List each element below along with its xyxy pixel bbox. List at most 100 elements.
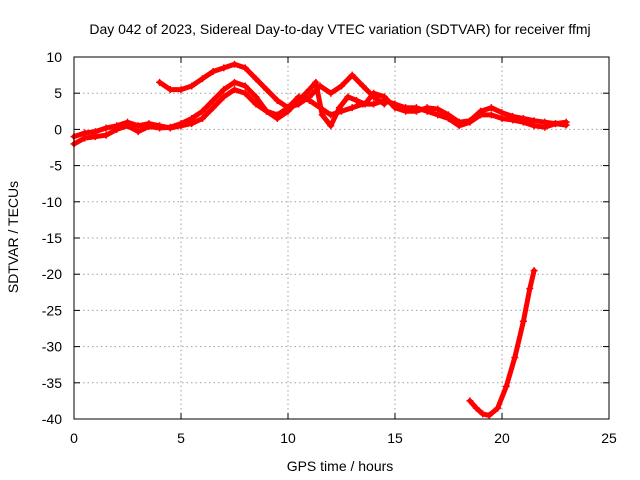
series-track-b-point: [231, 86, 238, 94]
series-track-a-point: [220, 86, 228, 94]
y-tick-label: -20: [42, 266, 62, 282]
series-evening-arc-point: [231, 60, 238, 68]
series-track-b-point: [348, 104, 356, 112]
series-evening-arc-point: [284, 104, 292, 112]
series-track-a-point: [252, 93, 260, 101]
series-track-a-point: [198, 107, 206, 115]
x-tick-label: 25: [601, 430, 617, 446]
series-evening-arc-point: [156, 78, 164, 86]
x-tick-label: 15: [387, 430, 403, 446]
series-steep-segment-point: [519, 317, 527, 325]
series-track-b-point: [519, 118, 527, 126]
series-steep-segment-point: [472, 404, 480, 412]
series-track-b-point: [530, 122, 538, 130]
series-track-a-point: [231, 78, 238, 86]
series-steep-segment-point: [530, 267, 538, 275]
series-steep-segment-point: [494, 404, 502, 412]
y-tick-label: -30: [42, 339, 62, 355]
series-steep-segment-point: [466, 397, 474, 405]
series-steep-segment-point: [502, 382, 510, 390]
series-track-b-point: [209, 104, 217, 112]
series-steep-segment-point: [526, 285, 534, 293]
x-axis-label: GPS time / hours: [287, 458, 394, 474]
series-evening-arc-point: [263, 86, 271, 94]
y-tick-label: -25: [42, 302, 62, 318]
series-track-b-point: [562, 121, 570, 129]
series-track-b-point: [412, 104, 420, 112]
series-track-b-point: [241, 89, 249, 97]
series-track-a-point: [209, 96, 217, 104]
series-track-b-point: [156, 122, 164, 130]
series-track-b-point: [455, 122, 463, 130]
series-track-a-point: [487, 104, 495, 112]
series-track-a-point: [312, 78, 320, 86]
series-evening-arc-point: [198, 75, 206, 83]
series-evening-arc-point: [295, 100, 303, 108]
x-tick-label: 20: [494, 430, 510, 446]
y-tick-label: 10: [46, 49, 62, 65]
series-track-b-point: [316, 104, 324, 112]
series-evening-arc-point: [338, 82, 345, 90]
series-evening-arc-point: [348, 71, 356, 79]
series-track-b-point: [134, 122, 142, 130]
series-track-b-point: [220, 93, 228, 101]
axis-ticks: 0 5 10 15 20 25 -40 -35 -30 -25 -20 -15 -10 -5 0 5 10: [42, 49, 617, 446]
series-track-a-point: [318, 111, 326, 119]
series-track-b-point: [359, 100, 367, 108]
series-track-b-point: [166, 124, 174, 132]
x-tick-label: 0: [70, 430, 78, 446]
y-tick-label: 5: [54, 85, 62, 101]
series-track-b-point: [434, 111, 442, 119]
series-evening-arc-point: [209, 67, 217, 75]
series-evening-arc-point: [188, 82, 196, 90]
series-evening-arc-point: [177, 86, 185, 94]
series-evening-arc-point: [327, 89, 335, 97]
series-track-b-point: [263, 107, 271, 115]
series-track-b-point: [295, 93, 303, 101]
series-track-b-point: [188, 120, 196, 128]
series-track-b-point: [273, 111, 281, 119]
series-track-b-point: [487, 111, 495, 119]
series-steep-segment-point: [485, 411, 493, 419]
series-track-a-point: [327, 122, 335, 130]
series-track-a-point: [241, 82, 249, 90]
series-track-b-point: [113, 122, 121, 130]
x-tick-label: 5: [177, 430, 185, 446]
series-track-b-point: [477, 111, 485, 119]
series-track-b-point: [445, 115, 452, 123]
chart-title: Day 042 of 2023, Sidereal Day-to-day VTE…: [89, 21, 590, 37]
series-evening-arc-point: [316, 82, 324, 90]
y-tick-label: -15: [42, 230, 62, 246]
series-track-b-point: [402, 104, 410, 112]
series-evening-arc-line: [157, 61, 387, 111]
series-track-a-point: [305, 86, 313, 94]
series-evening-arc-point: [241, 64, 249, 72]
series-evening-arc-point: [273, 96, 281, 104]
x-tick-label: 10: [280, 430, 296, 446]
series-steep-segment-point: [511, 353, 519, 361]
y-tick-label: 0: [54, 121, 62, 137]
series-evening-arc-point: [305, 93, 313, 101]
series-track-b-point: [552, 120, 559, 128]
series-track-b-point: [177, 122, 185, 130]
y-axis-label: SDTVAR / TECUs: [5, 181, 21, 293]
series-track-b-point: [370, 100, 378, 108]
y-tick-label: -5: [50, 158, 63, 174]
series-steep-segment-point: [479, 410, 487, 418]
series-track-a-point: [344, 93, 352, 101]
y-tick-label: -10: [42, 194, 62, 210]
series-track-b-point: [391, 100, 399, 108]
series-track-b-point: [327, 111, 335, 119]
series-track-b-point: [252, 100, 260, 108]
series-evening-arc-point: [166, 86, 174, 94]
series-track-b-point: [198, 115, 206, 123]
series-track-b-point: [124, 118, 131, 126]
series-track-b-point: [102, 124, 110, 132]
series-track-b-point: [498, 115, 506, 123]
series-track-a-point: [102, 131, 110, 139]
series-track-b-point: [509, 116, 517, 124]
series-track-a-point: [352, 96, 360, 104]
series-track-b-point: [338, 107, 345, 115]
